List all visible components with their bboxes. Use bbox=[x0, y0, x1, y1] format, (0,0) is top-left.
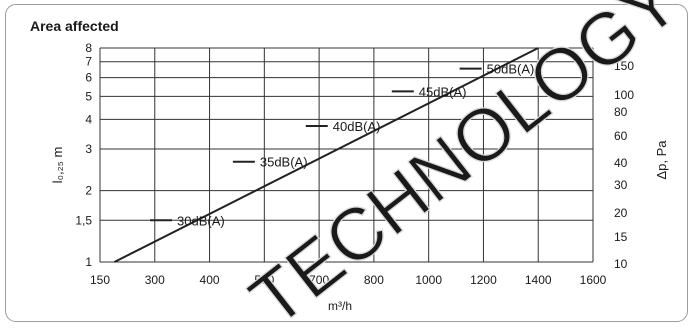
chart-grid bbox=[99, 47, 594, 263]
noise-level-label: 45dB(A) bbox=[419, 84, 467, 99]
x-tick-label: 800 bbox=[364, 273, 384, 287]
x-tick-label: 700 bbox=[309, 273, 329, 287]
y-tick-label-left: 1 bbox=[85, 255, 92, 269]
x-tick-label: 1400 bbox=[525, 273, 552, 287]
y-axis-label-right: Δp, Pa bbox=[654, 140, 669, 180]
y-tick-label-left: 8 bbox=[85, 41, 92, 55]
noise-level-label: 30dB(A) bbox=[177, 213, 225, 228]
y-tick-label-right: 10 bbox=[614, 257, 628, 271]
y-tick-label-left: 3 bbox=[85, 142, 92, 156]
chart-annotations: 30dB(A) 35dB(A) 40dB(A) 45dB(A) 50dB(A) bbox=[150, 62, 535, 228]
y-tick-label-right: 30 bbox=[614, 178, 628, 192]
y-tick-label-left: 6 bbox=[85, 71, 92, 85]
x-tick-label: 1200 bbox=[470, 273, 497, 287]
x-tick-label: 1600 bbox=[580, 273, 607, 287]
y-tick-label-right: 80 bbox=[614, 105, 628, 119]
x-tick-label: 400 bbox=[200, 273, 220, 287]
y-axis-label-left: l₀,₂₅ m bbox=[50, 147, 65, 184]
chart-series bbox=[113, 47, 539, 263]
y-tick-label-left: 7 bbox=[85, 55, 92, 69]
chart-title: Area affected bbox=[30, 18, 119, 34]
x-axis-label: m³/h bbox=[328, 299, 352, 313]
noise-level-label: 50dB(A) bbox=[487, 62, 535, 77]
y-tick-label-left: 2 bbox=[85, 184, 92, 198]
y-tick-label-right: 15 bbox=[614, 230, 628, 244]
y-tick-label-right: 40 bbox=[614, 156, 628, 170]
x-tick-label: 150 bbox=[90, 273, 110, 287]
y-tick-label-right: 100 bbox=[614, 88, 634, 102]
y-tick-label-left: 5 bbox=[85, 89, 92, 103]
series-line bbox=[113, 47, 539, 263]
x-tick-label: 1000 bbox=[415, 273, 442, 287]
chart-ticks: 150 300 400 500 700 800 1000 1200 1400 1600 1 1,5 2 3… bbox=[75, 41, 634, 287]
x-tick-label: 500 bbox=[254, 273, 274, 287]
noise-level-label: 35dB(A) bbox=[260, 155, 308, 170]
y-tick-label-left: 4 bbox=[85, 112, 92, 126]
y-tick-label-left: 1,5 bbox=[75, 213, 92, 227]
y-tick-label-right: 150 bbox=[614, 59, 634, 73]
y-tick-label-right: 20 bbox=[614, 206, 628, 220]
y-tick-label-right: 60 bbox=[614, 129, 628, 143]
noise-level-label: 40dB(A) bbox=[333, 119, 381, 134]
x-tick-label: 300 bbox=[145, 273, 165, 287]
chart-card: Area affected bbox=[5, 4, 688, 322]
